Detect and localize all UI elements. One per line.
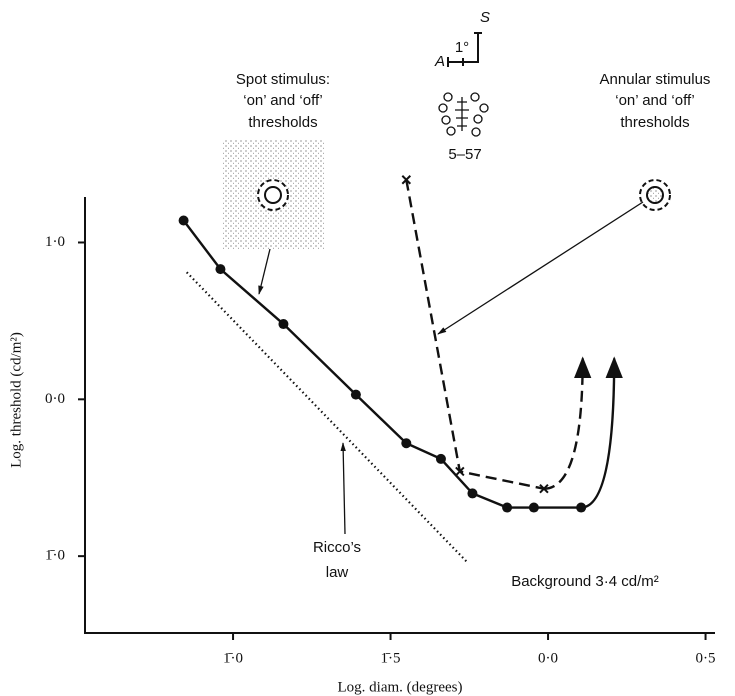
x-tick-label: 1̄·5 [381, 650, 401, 666]
data-point [539, 484, 549, 494]
data-point [350, 389, 361, 400]
annotation: Ricco’s [313, 539, 361, 556]
annotation: Annular stimulus [600, 71, 711, 88]
annotation: ‘on’ and ‘off’ [243, 92, 323, 109]
annotation: Spot stimulus: [236, 71, 330, 88]
data-point [502, 502, 513, 513]
scale-label: A [434, 53, 445, 70]
data-point [401, 175, 412, 185]
scale-label: S [480, 9, 490, 26]
pointer-arrow [340, 442, 346, 535]
data-point [178, 215, 189, 226]
annotation: ‘on’ and ‘off’ [615, 92, 695, 109]
x-tick-label: 1̄·0 [223, 650, 243, 666]
data-point [576, 502, 587, 513]
data-point [401, 438, 412, 449]
annotation: law [326, 564, 349, 581]
data-point [435, 453, 446, 464]
x-tick-label: 0·0 [538, 650, 558, 666]
receptive-field [438, 92, 489, 137]
series-line [182, 219, 582, 509]
data-point [467, 488, 478, 499]
annular-icon [646, 186, 664, 204]
curve-extension [543, 356, 592, 490]
y-axis-label: Log. threshold (cd/m²) [8, 332, 24, 468]
data-point [528, 502, 539, 513]
y-tick-label: 1̄·0 [45, 548, 65, 564]
x-tick-label: 0·5 [696, 650, 716, 666]
y-tick-label: 0·0 [45, 391, 65, 407]
curve-extension [580, 356, 623, 509]
series-line [405, 179, 545, 490]
cell-label: 5–57 [448, 146, 481, 163]
pointer-arrow [258, 248, 271, 295]
annotation: thresholds [248, 114, 317, 131]
scale-label: 1° [455, 39, 469, 56]
y-tick-label: 1·0 [45, 234, 65, 250]
data-point [455, 466, 465, 477]
series-line [185, 271, 469, 564]
scale-bar [447, 32, 482, 67]
annotation: thresholds [620, 114, 689, 131]
pointer-arrow [437, 201, 644, 335]
spot-icon [264, 186, 282, 204]
annotation: Background 3·4 cd/m² [511, 573, 659, 590]
x-axis-label: Log. diam. (degrees) [338, 679, 463, 695]
data-point [215, 264, 226, 275]
data-point [278, 319, 289, 330]
